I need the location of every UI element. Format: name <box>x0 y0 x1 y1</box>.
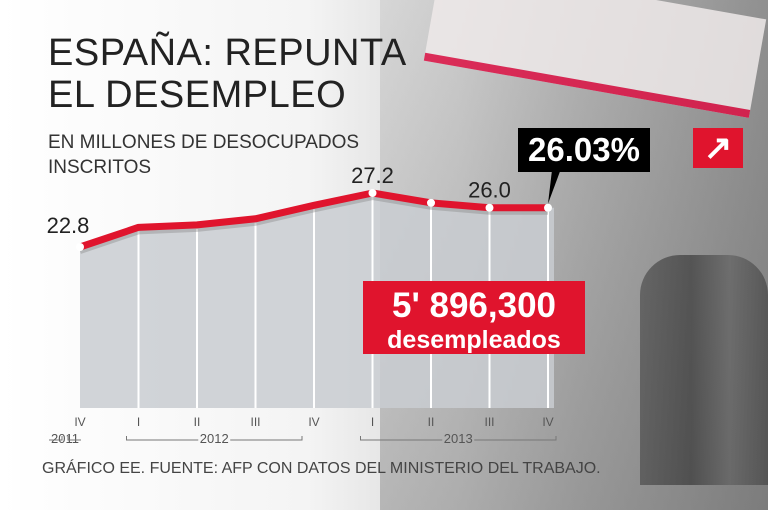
data-point <box>485 203 494 212</box>
people-queue-photo <box>640 255 768 485</box>
subtitle-line-1: EN MILLONES DE DESOCUPADOS <box>48 132 360 153</box>
total-number: 5' 896,300 <box>391 286 557 325</box>
x-tick-label: II <box>428 415 435 429</box>
title-line-1: ESPAÑA: REPUNTA <box>48 32 407 74</box>
badge-pointer <box>548 166 562 204</box>
data-label: 27.2 <box>351 163 394 188</box>
x-tick-label: III <box>250 415 260 429</box>
data-point <box>76 243 84 251</box>
year-label: 2013 <box>444 431 473 446</box>
x-tick-label: II <box>194 415 201 429</box>
x-tick-label: I <box>371 415 374 429</box>
x-tick-label: I <box>137 415 140 429</box>
year-bracket <box>49 436 81 441</box>
x-tick-label: IV <box>308 415 319 429</box>
chart-area <box>80 193 554 408</box>
data-point <box>368 189 377 198</box>
subtitle: EN MILLONES DE DESOCUPADOS INSCRITOS <box>48 130 359 180</box>
change-badge: 26.03% <box>518 128 650 172</box>
source-note: GRÁFICO EE. FUENTE: AFP CON DATOS DEL MI… <box>42 460 601 477</box>
year-bracket <box>126 436 303 441</box>
subtitle-line-2: INSCRITOS <box>48 157 152 178</box>
title-line-2: EL DESEMPLEO <box>48 74 347 116</box>
year-label: 2012 <box>200 431 229 446</box>
series-line <box>78 189 548 251</box>
data-label: 22.8 <box>47 213 90 238</box>
x-tick-label: IV <box>542 415 553 429</box>
arrow-up-right-icon: ↗ <box>693 128 743 168</box>
data-point <box>544 203 552 212</box>
data-point <box>427 198 435 207</box>
page-title: ESPAÑA: REPUNTA EL DESEMPLEO <box>48 32 407 116</box>
year-bracket <box>360 436 557 441</box>
data-label: 26.0 <box>468 178 511 203</box>
total-unemployed-box: 5' 896,300 desempleados <box>363 281 585 354</box>
total-label: desempleados <box>387 326 561 354</box>
x-tick-label: IV <box>74 415 85 429</box>
x-tick-label: III <box>484 415 494 429</box>
year-label: 2011 <box>51 431 79 446</box>
line-shadow <box>79 193 548 254</box>
